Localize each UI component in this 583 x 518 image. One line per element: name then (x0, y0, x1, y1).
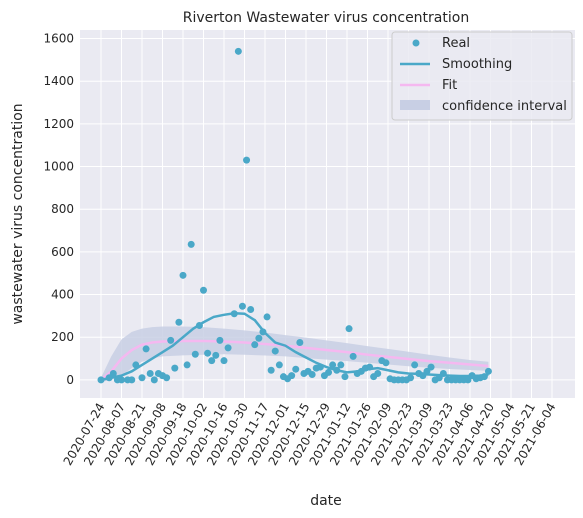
data-point (349, 352, 357, 360)
data-point (191, 350, 199, 358)
data-point (288, 372, 296, 380)
data-point (345, 325, 353, 333)
data-point (132, 361, 140, 369)
data-point (329, 361, 337, 369)
data-point (171, 364, 179, 372)
data-point (183, 361, 191, 369)
data-point (366, 363, 374, 371)
data-point (308, 371, 316, 379)
data-point (224, 344, 232, 352)
y-tick-label: 1000 (43, 160, 74, 174)
y-tick-label: 1200 (43, 117, 74, 131)
y-tick-label: 1400 (43, 74, 74, 88)
data-point (216, 336, 224, 344)
x-ticks: 2020-07-242020-08-072020-08-212020-09-08… (61, 401, 559, 468)
chart-title: Riverton Wastewater virus concentration (183, 10, 469, 26)
data-point (259, 328, 267, 336)
data-point (480, 373, 488, 381)
data-point (243, 156, 251, 164)
legend-smoothing-label: Smoothing (442, 57, 512, 72)
data-point (275, 361, 283, 369)
data-point (374, 369, 382, 377)
data-point (247, 305, 255, 313)
legend-real-marker (412, 39, 420, 47)
data-point (325, 368, 333, 376)
legend-box (391, 31, 573, 121)
data-point (208, 357, 216, 365)
data-point (251, 341, 259, 349)
data-point (109, 369, 117, 377)
data-point (175, 318, 183, 326)
data-point (118, 376, 125, 384)
data-point (341, 373, 349, 381)
data-point (439, 369, 447, 377)
y-tick-label: 800 (51, 202, 74, 216)
y-ticks: 0 200 400 600 800 1000 1200 1400 1600 (43, 32, 74, 387)
data-point (167, 336, 175, 344)
data-point (271, 347, 279, 355)
data-point (138, 374, 146, 382)
data-point (407, 374, 415, 382)
y-axis-label: wastewater virus concentration (10, 103, 26, 324)
data-point (150, 376, 158, 384)
data-point (255, 334, 263, 342)
data-point (230, 310, 238, 318)
y-tick-label: 200 (51, 330, 74, 344)
fit-line-layer (100, 339, 489, 381)
legend-fit-label: Fit (442, 78, 457, 93)
data-point (411, 361, 419, 369)
data-point (195, 321, 203, 329)
points-layer (97, 47, 492, 384)
data-point (142, 345, 150, 353)
data-point (337, 361, 345, 369)
y-tick-label: 0 (66, 373, 74, 387)
data-point (179, 271, 187, 279)
legend: Real Smoothing Fit confidence interval (391, 31, 573, 121)
y-tick-label: 600 (51, 245, 74, 259)
data-point (484, 367, 492, 375)
y-tick-label: 400 (51, 288, 74, 302)
legend-ci-label: confidence interval (442, 99, 567, 114)
data-point (267, 366, 275, 374)
data-point (212, 351, 220, 359)
data-point (220, 357, 228, 365)
legend-ci-marker (400, 100, 430, 110)
data-point (333, 366, 341, 374)
data-point (238, 302, 246, 310)
data-point (97, 376, 105, 384)
fit-line (100, 339, 489, 381)
data-point (128, 376, 136, 384)
data-point (187, 240, 195, 248)
grid (80, 30, 575, 398)
data-point (234, 47, 242, 55)
data-point (296, 339, 304, 347)
data-point (163, 374, 171, 382)
data-point (263, 313, 271, 321)
data-point (427, 363, 435, 371)
x-axis-label: date (310, 493, 342, 509)
data-point (316, 363, 324, 371)
data-point (292, 365, 300, 373)
data-point (200, 286, 207, 294)
data-point (204, 349, 212, 357)
legend-real-label: Real (442, 36, 470, 51)
y-tick-label: 1600 (43, 32, 74, 46)
data-point (146, 369, 154, 377)
data-point (382, 359, 390, 367)
